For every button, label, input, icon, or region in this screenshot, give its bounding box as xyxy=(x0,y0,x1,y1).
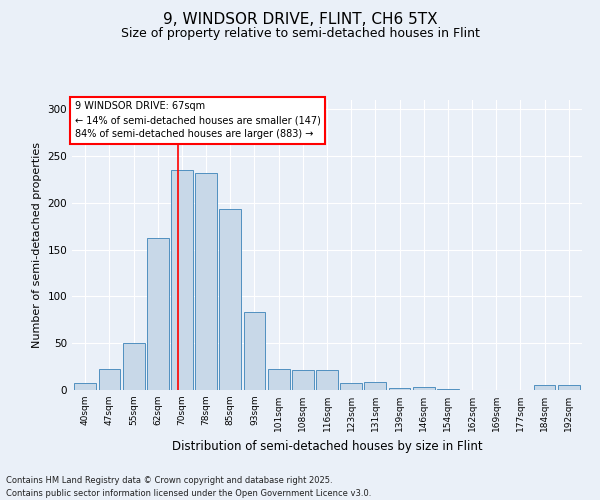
Bar xyxy=(364,382,386,390)
Bar xyxy=(147,238,169,390)
Bar xyxy=(558,386,580,390)
Bar xyxy=(98,370,121,390)
Bar xyxy=(268,370,290,390)
Bar xyxy=(533,386,556,390)
Text: 9, WINDSOR DRIVE, FLINT, CH6 5TX: 9, WINDSOR DRIVE, FLINT, CH6 5TX xyxy=(163,12,437,28)
Bar xyxy=(389,388,410,390)
Bar xyxy=(74,384,96,390)
X-axis label: Distribution of semi-detached houses by size in Flint: Distribution of semi-detached houses by … xyxy=(172,440,482,452)
Bar xyxy=(220,210,241,390)
Bar xyxy=(316,370,338,390)
Bar xyxy=(123,343,145,390)
Y-axis label: Number of semi-detached properties: Number of semi-detached properties xyxy=(32,142,42,348)
Bar xyxy=(437,389,459,390)
Bar xyxy=(413,387,434,390)
Text: 9 WINDSOR DRIVE: 67sqm
← 14% of semi-detached houses are smaller (147)
84% of se: 9 WINDSOR DRIVE: 67sqm ← 14% of semi-det… xyxy=(74,102,320,140)
Text: Contains HM Land Registry data © Crown copyright and database right 2025.
Contai: Contains HM Land Registry data © Crown c… xyxy=(6,476,371,498)
Bar xyxy=(195,173,217,390)
Bar xyxy=(244,312,265,390)
Bar xyxy=(292,370,314,390)
Text: Size of property relative to semi-detached houses in Flint: Size of property relative to semi-detach… xyxy=(121,28,479,40)
Bar xyxy=(171,170,193,390)
Bar xyxy=(340,384,362,390)
